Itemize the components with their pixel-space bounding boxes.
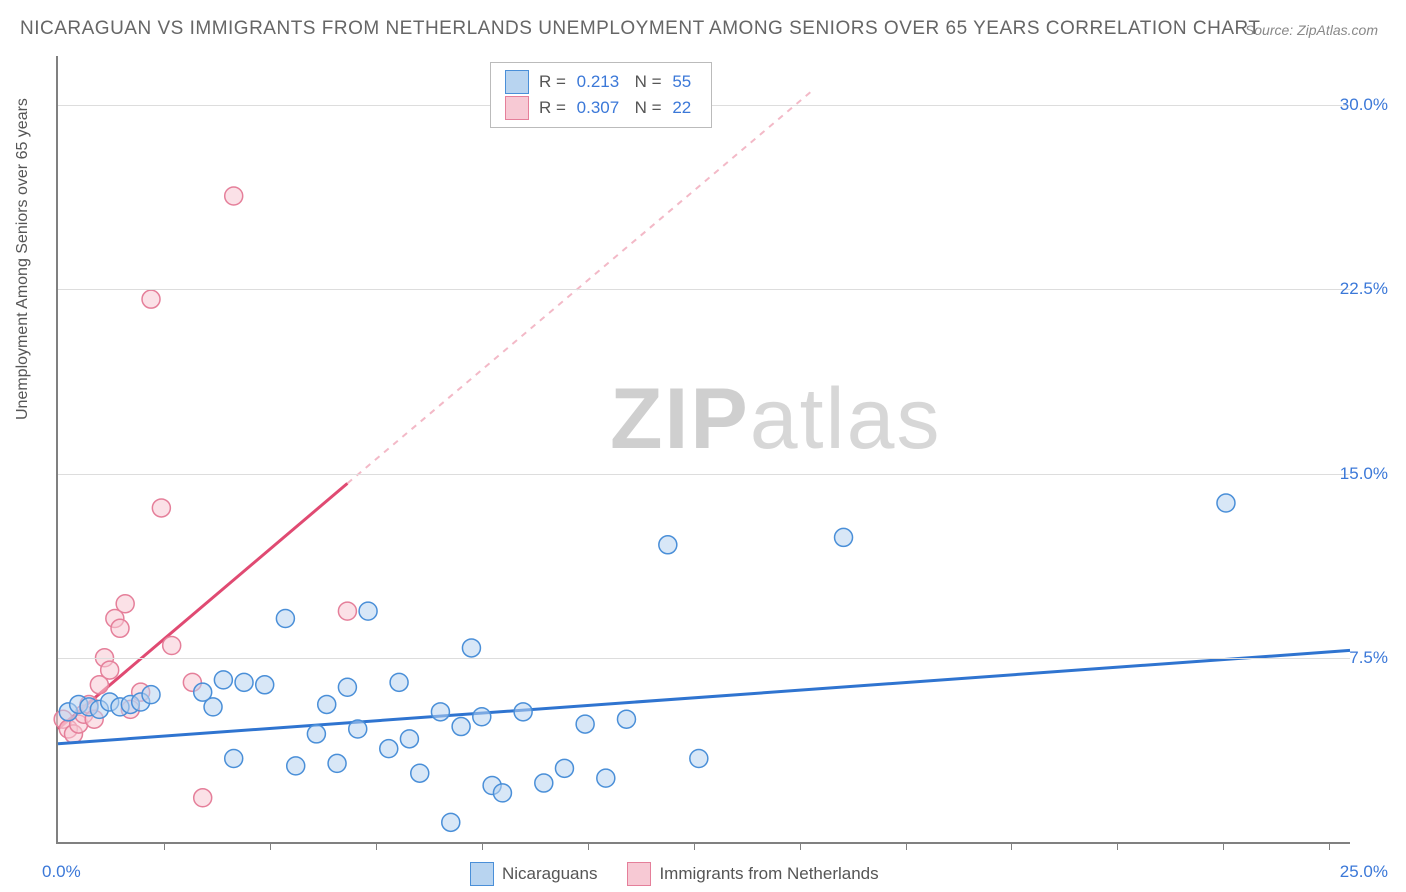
data-point bbox=[380, 740, 398, 758]
data-point bbox=[452, 718, 470, 736]
x-tick bbox=[1329, 842, 1330, 850]
data-point bbox=[204, 698, 222, 716]
chart-title: NICARAGUAN VS IMMIGRANTS FROM NETHERLAND… bbox=[20, 18, 1261, 40]
x-tick bbox=[694, 842, 695, 850]
data-point bbox=[111, 619, 129, 637]
legend-swatch bbox=[470, 862, 494, 886]
series-legend-label: Immigrants from Netherlands bbox=[659, 864, 878, 884]
x-tick bbox=[270, 842, 271, 850]
data-point bbox=[214, 671, 232, 689]
data-point bbox=[116, 595, 134, 613]
legend-swatch bbox=[505, 96, 529, 120]
data-point bbox=[235, 673, 253, 691]
series-legend-label: Nicaraguans bbox=[502, 864, 597, 884]
data-point bbox=[287, 757, 305, 775]
legend-swatch bbox=[627, 862, 651, 886]
data-point bbox=[431, 703, 449, 721]
x-tick bbox=[164, 842, 165, 850]
x-tick bbox=[1117, 842, 1118, 850]
y-tick-label: 30.0% bbox=[1340, 95, 1388, 115]
y-tick-label: 22.5% bbox=[1340, 279, 1388, 299]
data-point bbox=[163, 637, 181, 655]
data-point bbox=[473, 708, 491, 726]
data-point bbox=[493, 784, 511, 802]
data-point bbox=[225, 187, 243, 205]
source-attribution: Source: ZipAtlas.com bbox=[1245, 22, 1378, 38]
data-point bbox=[555, 759, 573, 777]
data-point bbox=[338, 602, 356, 620]
y-tick-label: 7.5% bbox=[1349, 648, 1388, 668]
y-axis-label: Unemployment Among Seniors over 65 years bbox=[14, 98, 32, 420]
series-legend: Nicaraguans Immigrants from Netherlands bbox=[470, 862, 879, 886]
data-point bbox=[400, 730, 418, 748]
y-tick-label: 15.0% bbox=[1340, 464, 1388, 484]
legend-swatch bbox=[505, 70, 529, 94]
data-point bbox=[328, 754, 346, 772]
x-tick bbox=[482, 842, 483, 850]
plot-area bbox=[56, 56, 1350, 844]
x-tick bbox=[1011, 842, 1012, 850]
x-max-label: 25.0% bbox=[1340, 862, 1388, 882]
data-point bbox=[690, 749, 708, 767]
data-point bbox=[359, 602, 377, 620]
data-point bbox=[194, 789, 212, 807]
x-tick bbox=[588, 842, 589, 850]
data-point bbox=[318, 695, 336, 713]
data-point bbox=[142, 686, 160, 704]
series-legend-item: Nicaraguans bbox=[470, 862, 597, 886]
data-point bbox=[1217, 494, 1235, 512]
data-point bbox=[535, 774, 553, 792]
stats-legend-row: R = 0.213 N = 55 bbox=[505, 69, 697, 95]
x-tick bbox=[800, 842, 801, 850]
data-point bbox=[152, 499, 170, 517]
data-point bbox=[442, 813, 460, 831]
x-tick bbox=[1223, 842, 1224, 850]
series-legend-item: Immigrants from Netherlands bbox=[627, 862, 878, 886]
gridline bbox=[58, 474, 1350, 475]
gridline bbox=[58, 289, 1350, 290]
data-point bbox=[338, 678, 356, 696]
stats-legend-row: R = 0.307 N = 22 bbox=[505, 95, 697, 121]
data-point bbox=[276, 609, 294, 627]
stats-legend: R = 0.213 N = 55 R = 0.307 N = 22 bbox=[490, 62, 712, 128]
x-tick bbox=[906, 842, 907, 850]
data-point bbox=[256, 676, 274, 694]
gridline bbox=[58, 658, 1350, 659]
data-point bbox=[349, 720, 367, 738]
data-point bbox=[411, 764, 429, 782]
legend-text: R = 0.307 N = 22 bbox=[539, 98, 697, 118]
data-point bbox=[835, 528, 853, 546]
data-point bbox=[597, 769, 615, 787]
data-point bbox=[307, 725, 325, 743]
data-point bbox=[617, 710, 635, 728]
data-point bbox=[576, 715, 594, 733]
data-point bbox=[142, 290, 160, 308]
data-point bbox=[225, 749, 243, 767]
legend-text: R = 0.213 N = 55 bbox=[539, 72, 697, 92]
data-point bbox=[101, 661, 119, 679]
chart-svg bbox=[58, 56, 1350, 842]
data-point bbox=[390, 673, 408, 691]
data-point bbox=[514, 703, 532, 721]
x-tick bbox=[376, 842, 377, 850]
data-point bbox=[462, 639, 480, 657]
data-point bbox=[659, 536, 677, 554]
x-origin-label: 0.0% bbox=[42, 862, 81, 882]
